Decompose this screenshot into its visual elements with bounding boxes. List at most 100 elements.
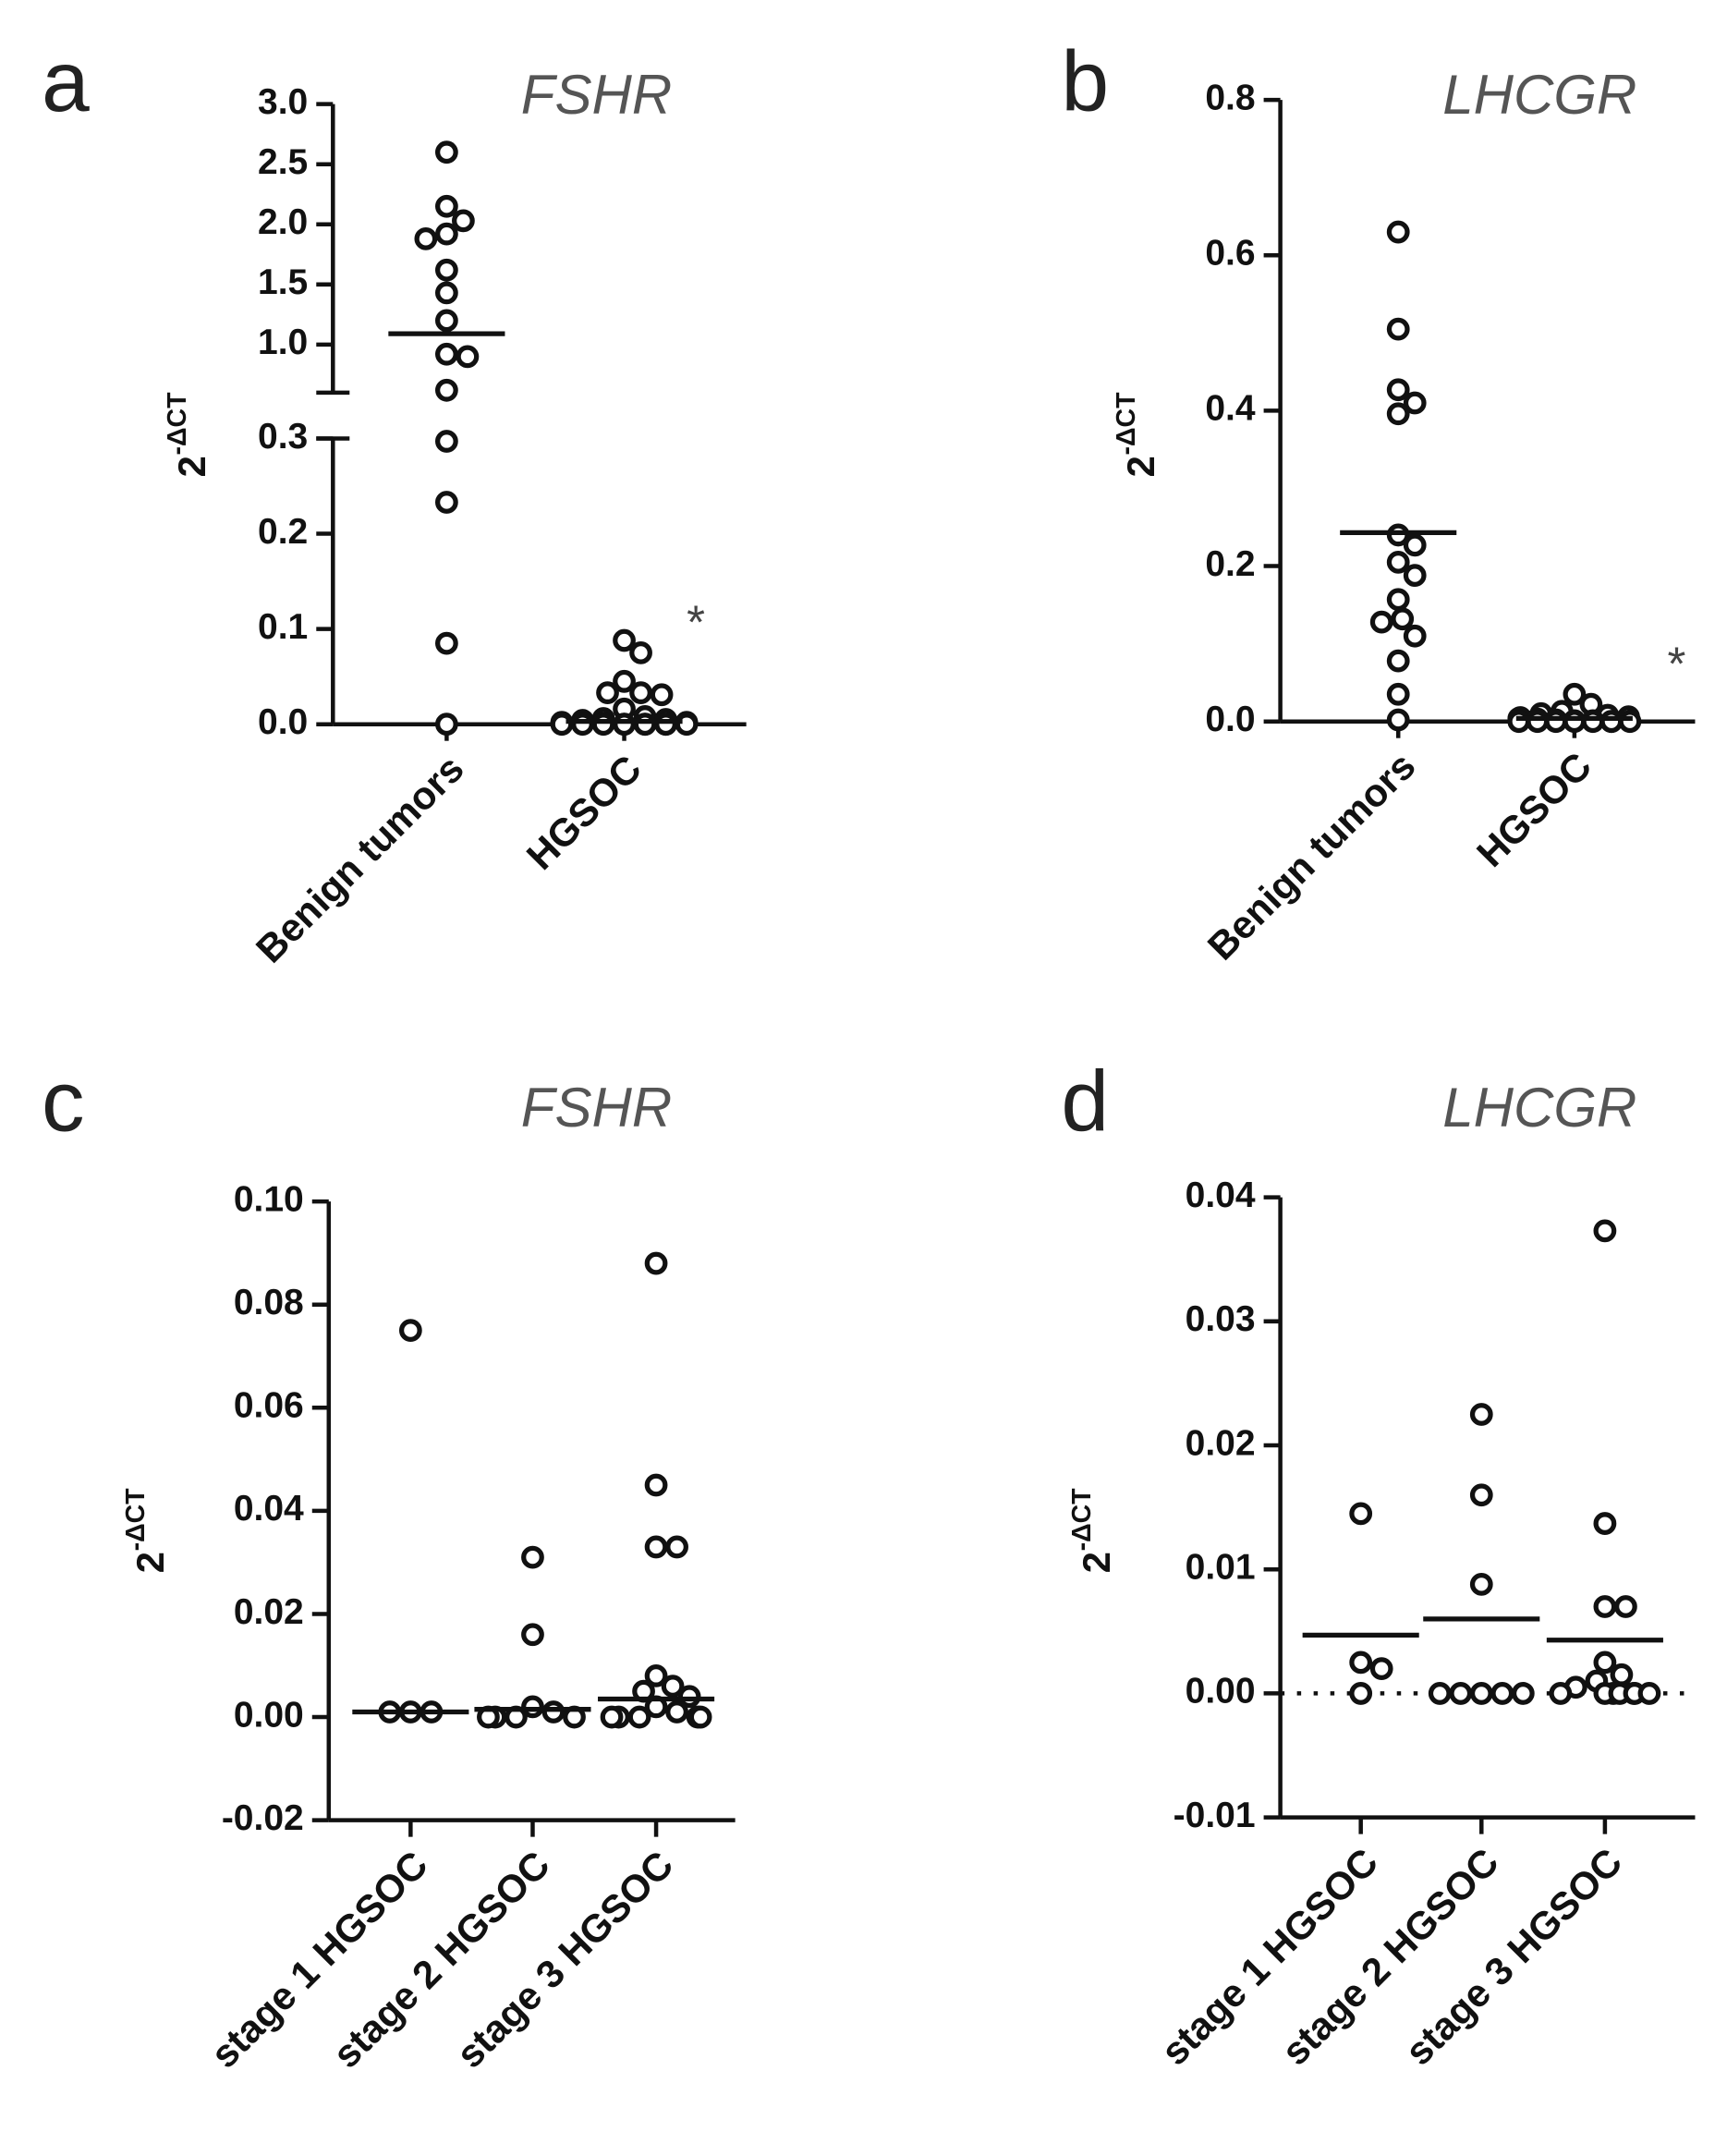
data-point <box>398 1319 422 1342</box>
y-tick-label: 0.03 <box>1186 1299 1256 1339</box>
y-tick-label: 0.10 <box>234 1179 304 1219</box>
data-point <box>1507 710 1531 734</box>
data-point <box>435 713 458 737</box>
data-point <box>1369 610 1393 634</box>
x-tick-label: stage 1 HGSOC <box>1152 1840 1386 2074</box>
y-axis-label: 2-ΔCT <box>163 392 213 478</box>
data-point <box>1511 1682 1535 1705</box>
data-point <box>1349 1502 1373 1526</box>
y-axis-label: 2-ΔCT <box>121 1488 172 1574</box>
data-point <box>665 1700 688 1724</box>
data-point <box>1386 708 1410 732</box>
y-tick-label: 0.02 <box>234 1592 304 1632</box>
y-tick-label: 0.0 <box>1205 700 1255 739</box>
data-point <box>1599 710 1624 734</box>
data-point <box>644 1251 668 1275</box>
data-point <box>629 640 652 664</box>
panel-letter: b <box>1061 33 1109 129</box>
y-label-sup: -ΔCT <box>1067 1488 1097 1552</box>
x-tick-label: stage 2 HGSOC <box>324 1843 558 2077</box>
data-point <box>1469 1572 1493 1596</box>
y-label-base: 2 <box>1119 456 1162 477</box>
data-point <box>435 140 458 164</box>
x-tick-label: stage 1 HGSOC <box>202 1843 436 2077</box>
data-point <box>1386 649 1410 673</box>
data-point <box>435 222 458 246</box>
data-point <box>452 209 475 233</box>
data-point <box>661 1675 685 1698</box>
y-tick-label: 0.04 <box>1186 1175 1256 1215</box>
y-label-sup: -ΔCT <box>163 392 192 456</box>
panel-title: FSHR <box>521 64 672 126</box>
data-point <box>1386 220 1410 244</box>
data-point <box>1593 1595 1617 1618</box>
data-point <box>1637 1682 1661 1705</box>
y-tick-label: 0.8 <box>1205 78 1255 117</box>
data-point <box>1386 588 1410 612</box>
data-point <box>596 681 619 705</box>
data-point <box>1593 1512 1617 1535</box>
data-point <box>650 683 674 707</box>
data-point <box>1386 682 1410 706</box>
data-point <box>1593 1650 1617 1675</box>
y-label-base: 2 <box>170 456 213 477</box>
data-point <box>644 1473 668 1497</box>
y-tick-label: 0.4 <box>1205 389 1256 429</box>
data-point <box>1386 402 1410 426</box>
y-label-sup: -ΔCT <box>121 1488 151 1552</box>
data-point <box>1403 624 1427 648</box>
data-point <box>629 681 652 705</box>
data-point <box>435 378 458 402</box>
data-point <box>1469 1403 1493 1426</box>
y-tick-label: 0.0 <box>258 702 308 742</box>
data-point <box>435 258 458 282</box>
y-tick-label: 1.0 <box>258 323 308 362</box>
data-point <box>1349 1650 1373 1675</box>
data-point <box>613 628 636 652</box>
data-point <box>1593 1219 1617 1243</box>
data-point <box>1403 564 1427 588</box>
y-tick-label: 0.01 <box>1186 1548 1256 1588</box>
x-tick-label: stage 2 HGSOC <box>1273 1840 1507 2074</box>
y-tick-label: 3.0 <box>258 82 308 122</box>
y-tick-label: 0.3 <box>258 417 308 457</box>
x-tick-label: HGSOC <box>518 747 650 878</box>
data-point <box>571 713 594 737</box>
x-tick-label: HGSOC <box>1468 744 1599 875</box>
data-point <box>665 1535 688 1559</box>
data-point <box>1549 1682 1573 1705</box>
data-point <box>613 669 636 693</box>
annotation: * <box>1667 638 1685 690</box>
y-tick-label: 0.00 <box>234 1695 304 1735</box>
x-tick-label: stage 3 HGSOC <box>448 1843 682 2077</box>
data-point <box>1391 607 1415 631</box>
y-tick-label: 2.0 <box>258 202 308 242</box>
data-point <box>1563 682 1587 706</box>
data-point <box>456 345 480 369</box>
x-tick-label: stage 3 HGSOC <box>1396 1840 1630 2074</box>
y-tick-label: 0.02 <box>1186 1423 1256 1463</box>
data-point <box>1386 550 1410 574</box>
data-point <box>414 226 438 250</box>
data-point <box>435 309 458 333</box>
y-axis-label: 2-ΔCT <box>1067 1488 1118 1574</box>
data-point <box>435 281 458 305</box>
annotation: * <box>687 596 705 649</box>
y-tick-label: 0.6 <box>1205 234 1255 274</box>
data-point <box>1449 1682 1473 1705</box>
y-tick-label: 0.2 <box>258 512 308 552</box>
data-point <box>1386 378 1410 402</box>
data-point <box>688 1705 712 1729</box>
data-point <box>521 1623 544 1647</box>
data-point <box>675 713 699 737</box>
y-label-sup: -ΔCT <box>1112 392 1141 456</box>
panel-letter: a <box>42 33 90 129</box>
data-point <box>435 491 458 514</box>
data-point <box>644 1664 668 1687</box>
data-point <box>654 713 677 737</box>
x-tick-label: Benign tumors <box>248 747 472 971</box>
y-tick-label: 0.00 <box>1186 1672 1256 1711</box>
y-label-base: 2 <box>1075 1552 1118 1573</box>
data-point <box>1618 710 1642 734</box>
